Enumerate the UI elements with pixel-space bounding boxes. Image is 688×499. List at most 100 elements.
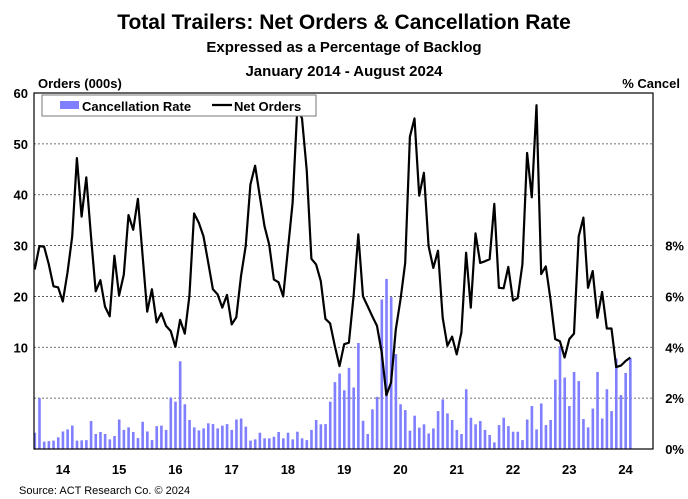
cancellation-rate-bar	[549, 420, 552, 449]
plot-frame	[33, 92, 654, 450]
cancellation-rate-bar	[629, 357, 632, 449]
cancellation-rate-bar	[450, 420, 454, 449]
right-tick-label: 4%	[665, 340, 684, 355]
cancellation-rate-bar	[99, 431, 102, 449]
legend: Cancellation Rate Net Orders	[41, 94, 317, 117]
cancellation-rate-bar	[221, 425, 224, 449]
cancellation-rate-bar	[291, 439, 295, 449]
cancellation-rate-bar	[577, 381, 581, 449]
left-axis-ticks: 10 20 30 40 50 60	[14, 86, 28, 355]
right-axis-ticks: 0% 2% 4% 6% 8%	[665, 239, 684, 457]
cancellation-rate-bar	[568, 406, 571, 449]
cancellation-rate-bar	[497, 425, 501, 449]
cancellation-rate-bar	[225, 424, 229, 449]
cancellation-rate-bar	[305, 440, 309, 449]
cancellation-rate-bar	[357, 342, 360, 449]
cancellation-rate-bar	[56, 437, 60, 449]
cancellation-rate-bar	[338, 373, 341, 449]
cancellation-rate-bar	[441, 399, 445, 449]
cancellation-rate-bar	[71, 425, 74, 449]
cancellation-rate-bar	[192, 427, 196, 449]
cancellation-rate-bar	[521, 440, 524, 449]
cancellation-rate-bar	[253, 439, 257, 449]
cancellation-rate-bar	[605, 389, 609, 449]
cancellation-rate-bar	[394, 354, 398, 449]
cancellation-rate-bar	[418, 427, 421, 449]
cancellation-rate-bar	[399, 404, 402, 449]
cancellation-rate-bar	[507, 426, 510, 449]
cancellation-rate-bar	[474, 424, 477, 449]
cancellation-rate-bar	[343, 390, 346, 449]
legend-label-cancellation-rate: Cancellation Rate	[82, 99, 191, 114]
cancellation-rate-bar	[413, 415, 416, 449]
x-tick-label: 23	[562, 462, 576, 477]
cancellation-rate-bar	[61, 431, 65, 449]
cancellation-rate-bar	[258, 432, 262, 449]
cancellation-rate-bar	[361, 420, 365, 449]
cancellation-rate-bar	[108, 439, 112, 449]
cancellation-rate-bar	[436, 411, 440, 449]
left-tick-label: 10	[14, 340, 28, 355]
x-tick-label: 16	[168, 462, 182, 477]
cancellation-rate-bar	[117, 419, 121, 449]
cancellation-rate-bar	[558, 346, 562, 449]
cancellation-rate-bar	[89, 421, 93, 449]
cancellation-rate-bar	[127, 427, 130, 449]
cancellation-rate-bar	[178, 361, 182, 449]
legend-label-net-orders: Net Orders	[234, 99, 301, 114]
cancellation-rate-bar	[403, 410, 407, 449]
x-tick-label: 17	[224, 462, 238, 477]
cancellation-rate-bar	[282, 438, 285, 449]
cancellation-rate-bar	[211, 424, 215, 449]
cancellation-rate-bar	[197, 430, 201, 449]
right-tick-label: 0%	[665, 442, 684, 457]
cancellation-rate-bar	[554, 379, 557, 449]
legend-swatch-cancellation-rate	[60, 101, 79, 109]
cancellation-rate-bar	[600, 418, 604, 449]
cancellation-rate-bar	[300, 438, 304, 449]
cancellation-rate-bar	[310, 429, 313, 449]
x-tick-label: 22	[506, 462, 520, 477]
cancellation-rate-bar	[113, 436, 116, 449]
cancellation-rate-bar	[235, 419, 238, 449]
cancellation-rate-bar	[155, 426, 159, 449]
right-axis-label: % Cancel	[622, 76, 680, 91]
cancellation-rate-bar	[464, 389, 468, 449]
cancellation-rate-bar	[478, 421, 482, 449]
cancellation-rate-bar	[267, 438, 271, 449]
cancellation-rate-bar	[207, 423, 210, 449]
cancellation-rate-bar	[525, 419, 529, 449]
cancellation-rate-bar	[239, 418, 243, 449]
cancellation-rate-bar	[432, 428, 435, 449]
cancellation-rate-bar	[544, 425, 548, 449]
cancellation-rate-bar	[319, 424, 323, 449]
cancellation-rate-bar	[352, 387, 355, 449]
cancellation-rate-bar	[150, 440, 154, 449]
cancellation-rate-bar	[164, 429, 168, 449]
cancellation-rate-bar	[131, 431, 135, 449]
cancellation-rate-bar	[375, 396, 379, 449]
cancellation-rate-bar	[469, 417, 473, 449]
cancellation-rate-bar	[272, 436, 276, 449]
cancellation-rate-bar	[122, 429, 126, 449]
cancellation-rate-bar	[230, 429, 234, 449]
cancellation-rate-bar	[33, 432, 37, 449]
cancellation-rate-bar	[582, 418, 585, 449]
cancellation-rate-bar	[80, 440, 83, 449]
cancellation-rate-bar	[624, 372, 627, 449]
source-note: Source: ACT Research Co. © 2024	[19, 485, 190, 497]
chart-date-range: January 2014 - August 2024	[245, 63, 443, 80]
cancellation-rate-bar	[422, 424, 426, 449]
cancellation-rate-bar	[94, 433, 98, 449]
left-tick-label: 60	[14, 86, 28, 101]
cancellation-rate-bar	[314, 420, 318, 449]
cancellation-rate-bar	[591, 408, 595, 449]
cancellation-rate-bar	[286, 432, 290, 449]
cancellation-rate-bar	[188, 420, 191, 449]
cancellation-rate-bar	[85, 440, 88, 449]
cancellation-rate-bar	[539, 403, 543, 449]
cancellation-rate-bar	[380, 299, 384, 449]
cancellation-rate-bar	[455, 429, 459, 449]
x-tick-label: 15	[112, 462, 126, 477]
